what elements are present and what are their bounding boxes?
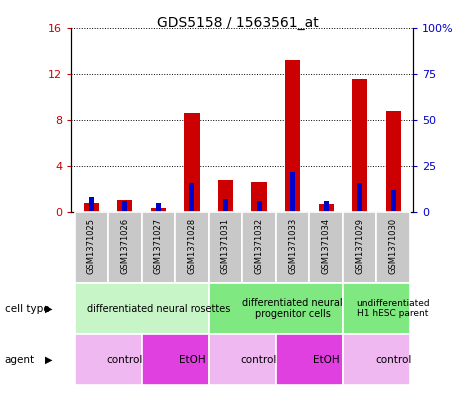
Text: control: control: [241, 354, 277, 365]
Text: control: control: [107, 354, 143, 365]
Text: GSM1371030: GSM1371030: [389, 218, 398, 274]
Text: GSM1371032: GSM1371032: [255, 218, 264, 274]
Bar: [376, 212, 410, 283]
Text: agent: agent: [5, 354, 35, 365]
Bar: [75, 334, 142, 385]
Bar: [117, 200, 133, 212]
Text: ▶: ▶: [45, 303, 53, 314]
Bar: [390, 190, 396, 212]
Bar: [218, 180, 233, 212]
Text: GSM1371029: GSM1371029: [355, 218, 364, 274]
Bar: [151, 208, 166, 212]
Bar: [209, 212, 242, 283]
Text: differentiated neural rosettes: differentiated neural rosettes: [87, 303, 230, 314]
Text: ▶: ▶: [45, 354, 53, 365]
Bar: [343, 334, 410, 385]
Bar: [309, 212, 343, 283]
Bar: [84, 203, 99, 212]
Bar: [276, 334, 343, 385]
Bar: [323, 201, 329, 212]
Bar: [343, 212, 376, 283]
Bar: [343, 283, 410, 334]
Text: EtOH: EtOH: [313, 354, 339, 365]
Bar: [184, 113, 200, 212]
Text: undifferentiated
H1 hESC parent: undifferentiated H1 hESC parent: [356, 299, 430, 318]
Bar: [209, 283, 343, 334]
Bar: [357, 183, 362, 212]
Text: cell type: cell type: [5, 303, 49, 314]
Text: GSM1371031: GSM1371031: [221, 218, 230, 274]
Bar: [285, 60, 300, 212]
Bar: [251, 182, 266, 212]
Bar: [142, 334, 209, 385]
Bar: [352, 79, 367, 212]
Text: GSM1371027: GSM1371027: [154, 218, 163, 274]
Bar: [242, 212, 276, 283]
Bar: [256, 201, 262, 212]
Bar: [175, 212, 209, 283]
Text: GSM1371026: GSM1371026: [120, 218, 129, 274]
Text: GSM1371033: GSM1371033: [288, 218, 297, 274]
Bar: [319, 204, 333, 212]
Bar: [156, 203, 161, 212]
Bar: [89, 197, 94, 212]
Text: GSM1371034: GSM1371034: [322, 218, 331, 274]
Text: control: control: [375, 354, 411, 365]
Text: GSM1371028: GSM1371028: [188, 218, 197, 274]
Text: GSM1371025: GSM1371025: [87, 218, 96, 274]
Bar: [386, 111, 401, 212]
Text: EtOH: EtOH: [179, 354, 205, 365]
Bar: [276, 212, 309, 283]
Bar: [142, 212, 175, 283]
Bar: [190, 183, 194, 212]
Bar: [75, 212, 108, 283]
Bar: [290, 172, 295, 212]
Bar: [108, 212, 142, 283]
Bar: [75, 283, 209, 334]
Text: GDS5158 / 1563561_at: GDS5158 / 1563561_at: [157, 16, 318, 30]
Text: differentiated neural
progenitor cells: differentiated neural progenitor cells: [242, 298, 343, 319]
Bar: [209, 334, 276, 385]
Bar: [123, 201, 127, 212]
Bar: [223, 199, 228, 212]
